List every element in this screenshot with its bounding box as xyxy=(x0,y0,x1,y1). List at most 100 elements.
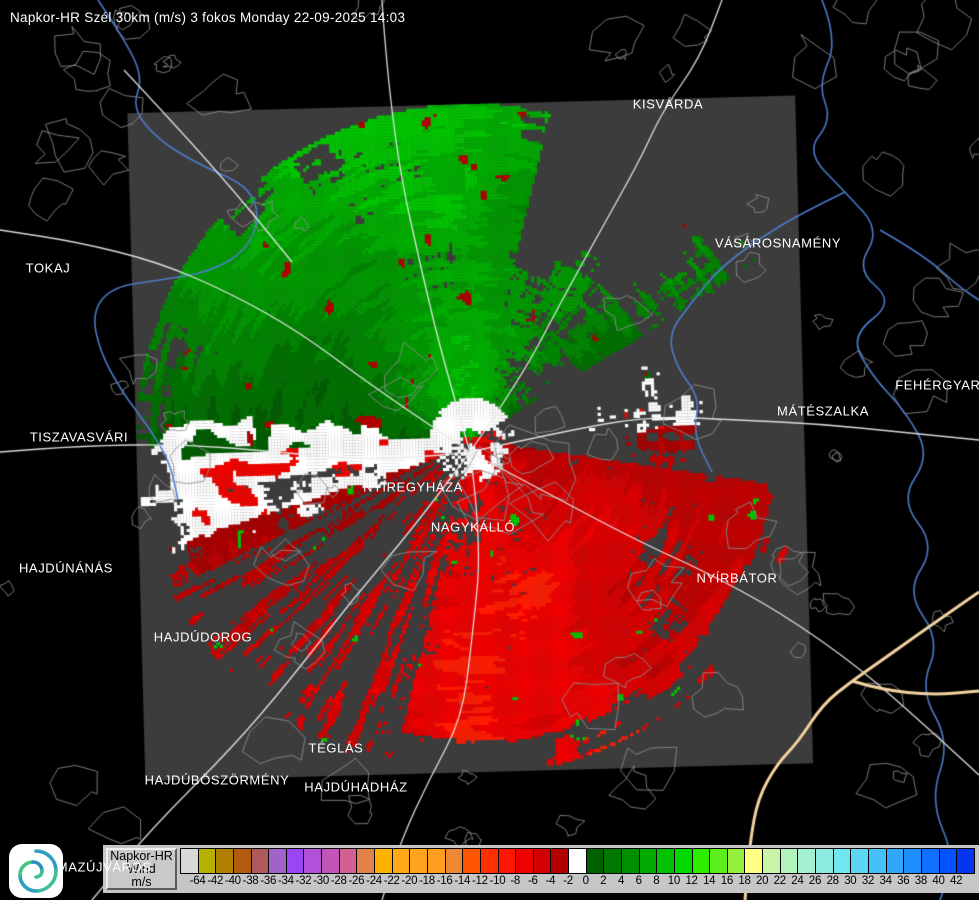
legend-cell xyxy=(356,848,376,874)
legend-tick: -18 xyxy=(419,875,435,887)
legend-cell xyxy=(338,848,358,874)
legend-cell xyxy=(762,848,781,874)
city-label-hajdúdorog: HAJDÚDOROG xyxy=(153,629,253,645)
legend-cell xyxy=(621,848,640,874)
legend-tick: 30 xyxy=(844,875,857,887)
legend-tick: -26 xyxy=(348,875,365,887)
city-label-fehérgyarmat: FEHÉRGYARMAT xyxy=(895,377,979,393)
legend-tick: 6 xyxy=(635,875,642,887)
legend-tick: -32 xyxy=(295,875,312,887)
legend-cell xyxy=(462,848,482,874)
legend-tick: 12 xyxy=(685,875,698,887)
city-label-mátészalka: MÁTÉSZALKA xyxy=(777,403,869,419)
legend-tick: -10 xyxy=(489,875,506,887)
legend-tick: 28 xyxy=(826,875,840,887)
legend-tick: 18 xyxy=(738,875,751,887)
legend-tick: 26 xyxy=(808,875,822,887)
legend-tick: 2 xyxy=(600,875,607,887)
legend-cell xyxy=(920,848,940,874)
legend-tick: -64 xyxy=(189,875,206,887)
legend-cell xyxy=(391,848,411,874)
legend-tick: -16 xyxy=(436,875,453,887)
legend-cell xyxy=(850,848,870,874)
legend-tick: -12 xyxy=(472,875,488,887)
city-label-kisvárda: KISVÁRDA xyxy=(632,96,704,112)
legend-cell xyxy=(815,848,834,874)
legend-tick: -4 xyxy=(545,875,556,887)
city-label-tiszavasvári: TISZAVASVÁRI xyxy=(29,429,129,445)
legend-cell xyxy=(409,848,429,874)
city-label-téglás: TÉGLÁS xyxy=(308,740,364,756)
legend-cell xyxy=(321,848,340,874)
legend-cell xyxy=(497,848,517,874)
legend-tick: 36 xyxy=(897,875,910,887)
legend-cell xyxy=(744,848,764,874)
legend-cell xyxy=(479,848,499,874)
page-title: Napkor-HR Szél 30km (m/s) 3 fokos Monday… xyxy=(10,10,406,25)
legend-tick: -22 xyxy=(383,875,400,887)
legend-tick: 38 xyxy=(914,875,928,887)
legend-tick: 4 xyxy=(617,875,625,887)
legend-tick: -34 xyxy=(277,875,294,887)
legend-cell xyxy=(832,848,852,874)
legend-cell xyxy=(638,848,658,874)
legend-cell xyxy=(726,848,746,874)
legend-cell xyxy=(250,848,270,874)
legend-tick: 14 xyxy=(703,875,716,887)
legend-cell xyxy=(550,848,570,874)
legend-tick: 8 xyxy=(653,875,660,887)
legend-tick: -14 xyxy=(454,875,471,887)
legend-cell xyxy=(444,848,464,874)
legend-title-line3: m/s xyxy=(131,874,152,889)
legend-cell xyxy=(197,848,217,874)
legend-title-line2: Wind xyxy=(127,861,156,876)
legend-cell xyxy=(285,848,305,874)
legend-tick: 24 xyxy=(791,875,804,887)
legend-tick: 32 xyxy=(861,875,875,887)
legend-tick: 10 xyxy=(667,875,681,887)
legend-cell xyxy=(303,848,323,874)
legend-tick: -2 xyxy=(563,875,573,887)
legend-tick: 20 xyxy=(756,875,769,887)
legend-cell xyxy=(673,848,693,874)
legend-cell xyxy=(885,848,905,874)
legend-cell xyxy=(374,848,393,874)
legend-cell xyxy=(268,848,287,874)
legend-title-box: Napkor-HR Wind m/s xyxy=(106,848,177,890)
legend-tick: 40 xyxy=(932,875,945,887)
legend-tick: -30 xyxy=(313,875,329,887)
legend-cell xyxy=(532,848,552,874)
legend-cell xyxy=(709,848,728,874)
city-label-hajdúnánás: HAJDÚNÁNÁS xyxy=(18,560,114,576)
legend-cell xyxy=(656,848,676,874)
legend-cell xyxy=(180,848,199,874)
city-label-nyírbátor: NYÍRBÁTOR xyxy=(696,570,778,586)
legend-cell xyxy=(568,848,587,874)
legend-tick: -42 xyxy=(207,875,224,887)
legend-tick: 16 xyxy=(720,875,734,887)
legend-tick: -36 xyxy=(260,875,277,887)
legend-tick: 42 xyxy=(950,875,963,887)
legend-tick: 34 xyxy=(879,875,892,887)
city-label-vásárosnamény: VÁSÁROSNAMÉNY xyxy=(714,235,842,251)
legend-cell xyxy=(585,848,605,874)
legend-cell xyxy=(515,848,534,874)
legend-tick: -28 xyxy=(330,875,347,887)
legend-tick: -40 xyxy=(225,875,241,887)
city-label-nyíregyháza: NYÍREGYHÁZA xyxy=(363,479,463,495)
city-label-hajdúböszörmény: HAJDÚBÖSZÖRMÉNY xyxy=(144,772,290,788)
legend-cell xyxy=(232,848,252,874)
legend-cell xyxy=(867,848,887,874)
legend-cell xyxy=(426,848,446,874)
legend-tick: -6 xyxy=(527,875,538,887)
legend-cell xyxy=(603,848,623,874)
legend-cell xyxy=(956,848,975,874)
legend-cell xyxy=(691,848,711,874)
city-label-tokaj: TOKAJ xyxy=(25,260,71,276)
legend-tick: -24 xyxy=(366,875,382,887)
legend-tick: -20 xyxy=(401,875,418,887)
legend-tick: 0 xyxy=(582,875,589,887)
city-label-nagykálló: NAGYKÁLLÓ xyxy=(430,519,516,535)
